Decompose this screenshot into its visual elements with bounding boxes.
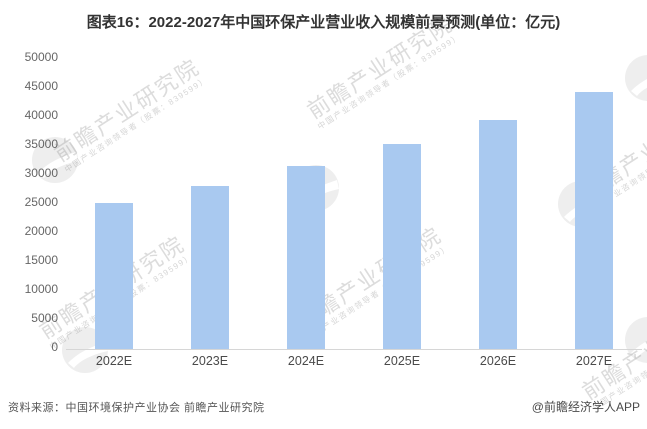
y-tick-label: 15000 <box>24 253 58 267</box>
bar-2027E <box>575 91 613 349</box>
bar-2023E <box>191 185 229 349</box>
y-tick-label: 35000 <box>24 137 58 151</box>
y-tick-label: 5000 <box>31 311 58 325</box>
bar-2026E <box>479 119 517 349</box>
plot-area <box>66 50 642 350</box>
bar-column <box>546 50 642 349</box>
bar-2025E <box>383 144 421 349</box>
x-tick-label: 2023E <box>191 354 229 368</box>
chart-title: 图表16：2022-2027年中国环保产业营业收入规模前景预测(单位：亿元) <box>86 14 561 31</box>
y-tick-label: 40000 <box>24 108 58 122</box>
y-tick-label: 45000 <box>24 79 58 93</box>
bar-column <box>258 50 354 349</box>
x-tick-label: 2022E <box>95 354 133 368</box>
bar-2024E <box>287 165 325 349</box>
bar-2022E <box>95 203 133 349</box>
y-tick-label: 50000 <box>24 50 58 64</box>
y-tick-label: 20000 <box>24 224 58 238</box>
bar-column <box>66 50 162 349</box>
footer: 资料来源：中国环境保护产业协会 前瞻产业研究院 @前瞻经济学人APP <box>8 398 640 415</box>
x-tick-label: 2024E <box>287 354 325 368</box>
credit-text: @前瞻经济学人APP <box>531 400 640 414</box>
y-tick-label: 10000 <box>24 282 58 296</box>
y-tick-label: 25000 <box>24 195 58 209</box>
x-axis: 2022E 2023E 2024E 2025E 2026E 2027E <box>66 354 642 369</box>
y-tick-label: 0 <box>51 340 58 354</box>
x-tick-label: 2025E <box>383 354 421 368</box>
data-source-text: 资料来源：中国环境保护产业协会 前瞻产业研究院 <box>8 401 265 414</box>
bar-column <box>162 50 258 349</box>
bar-column <box>354 50 450 349</box>
bar-column <box>450 50 546 349</box>
y-tick-label: 30000 <box>24 166 58 180</box>
x-tick-label: 2026E <box>479 354 517 368</box>
x-tick-label: 2027E <box>575 354 613 368</box>
